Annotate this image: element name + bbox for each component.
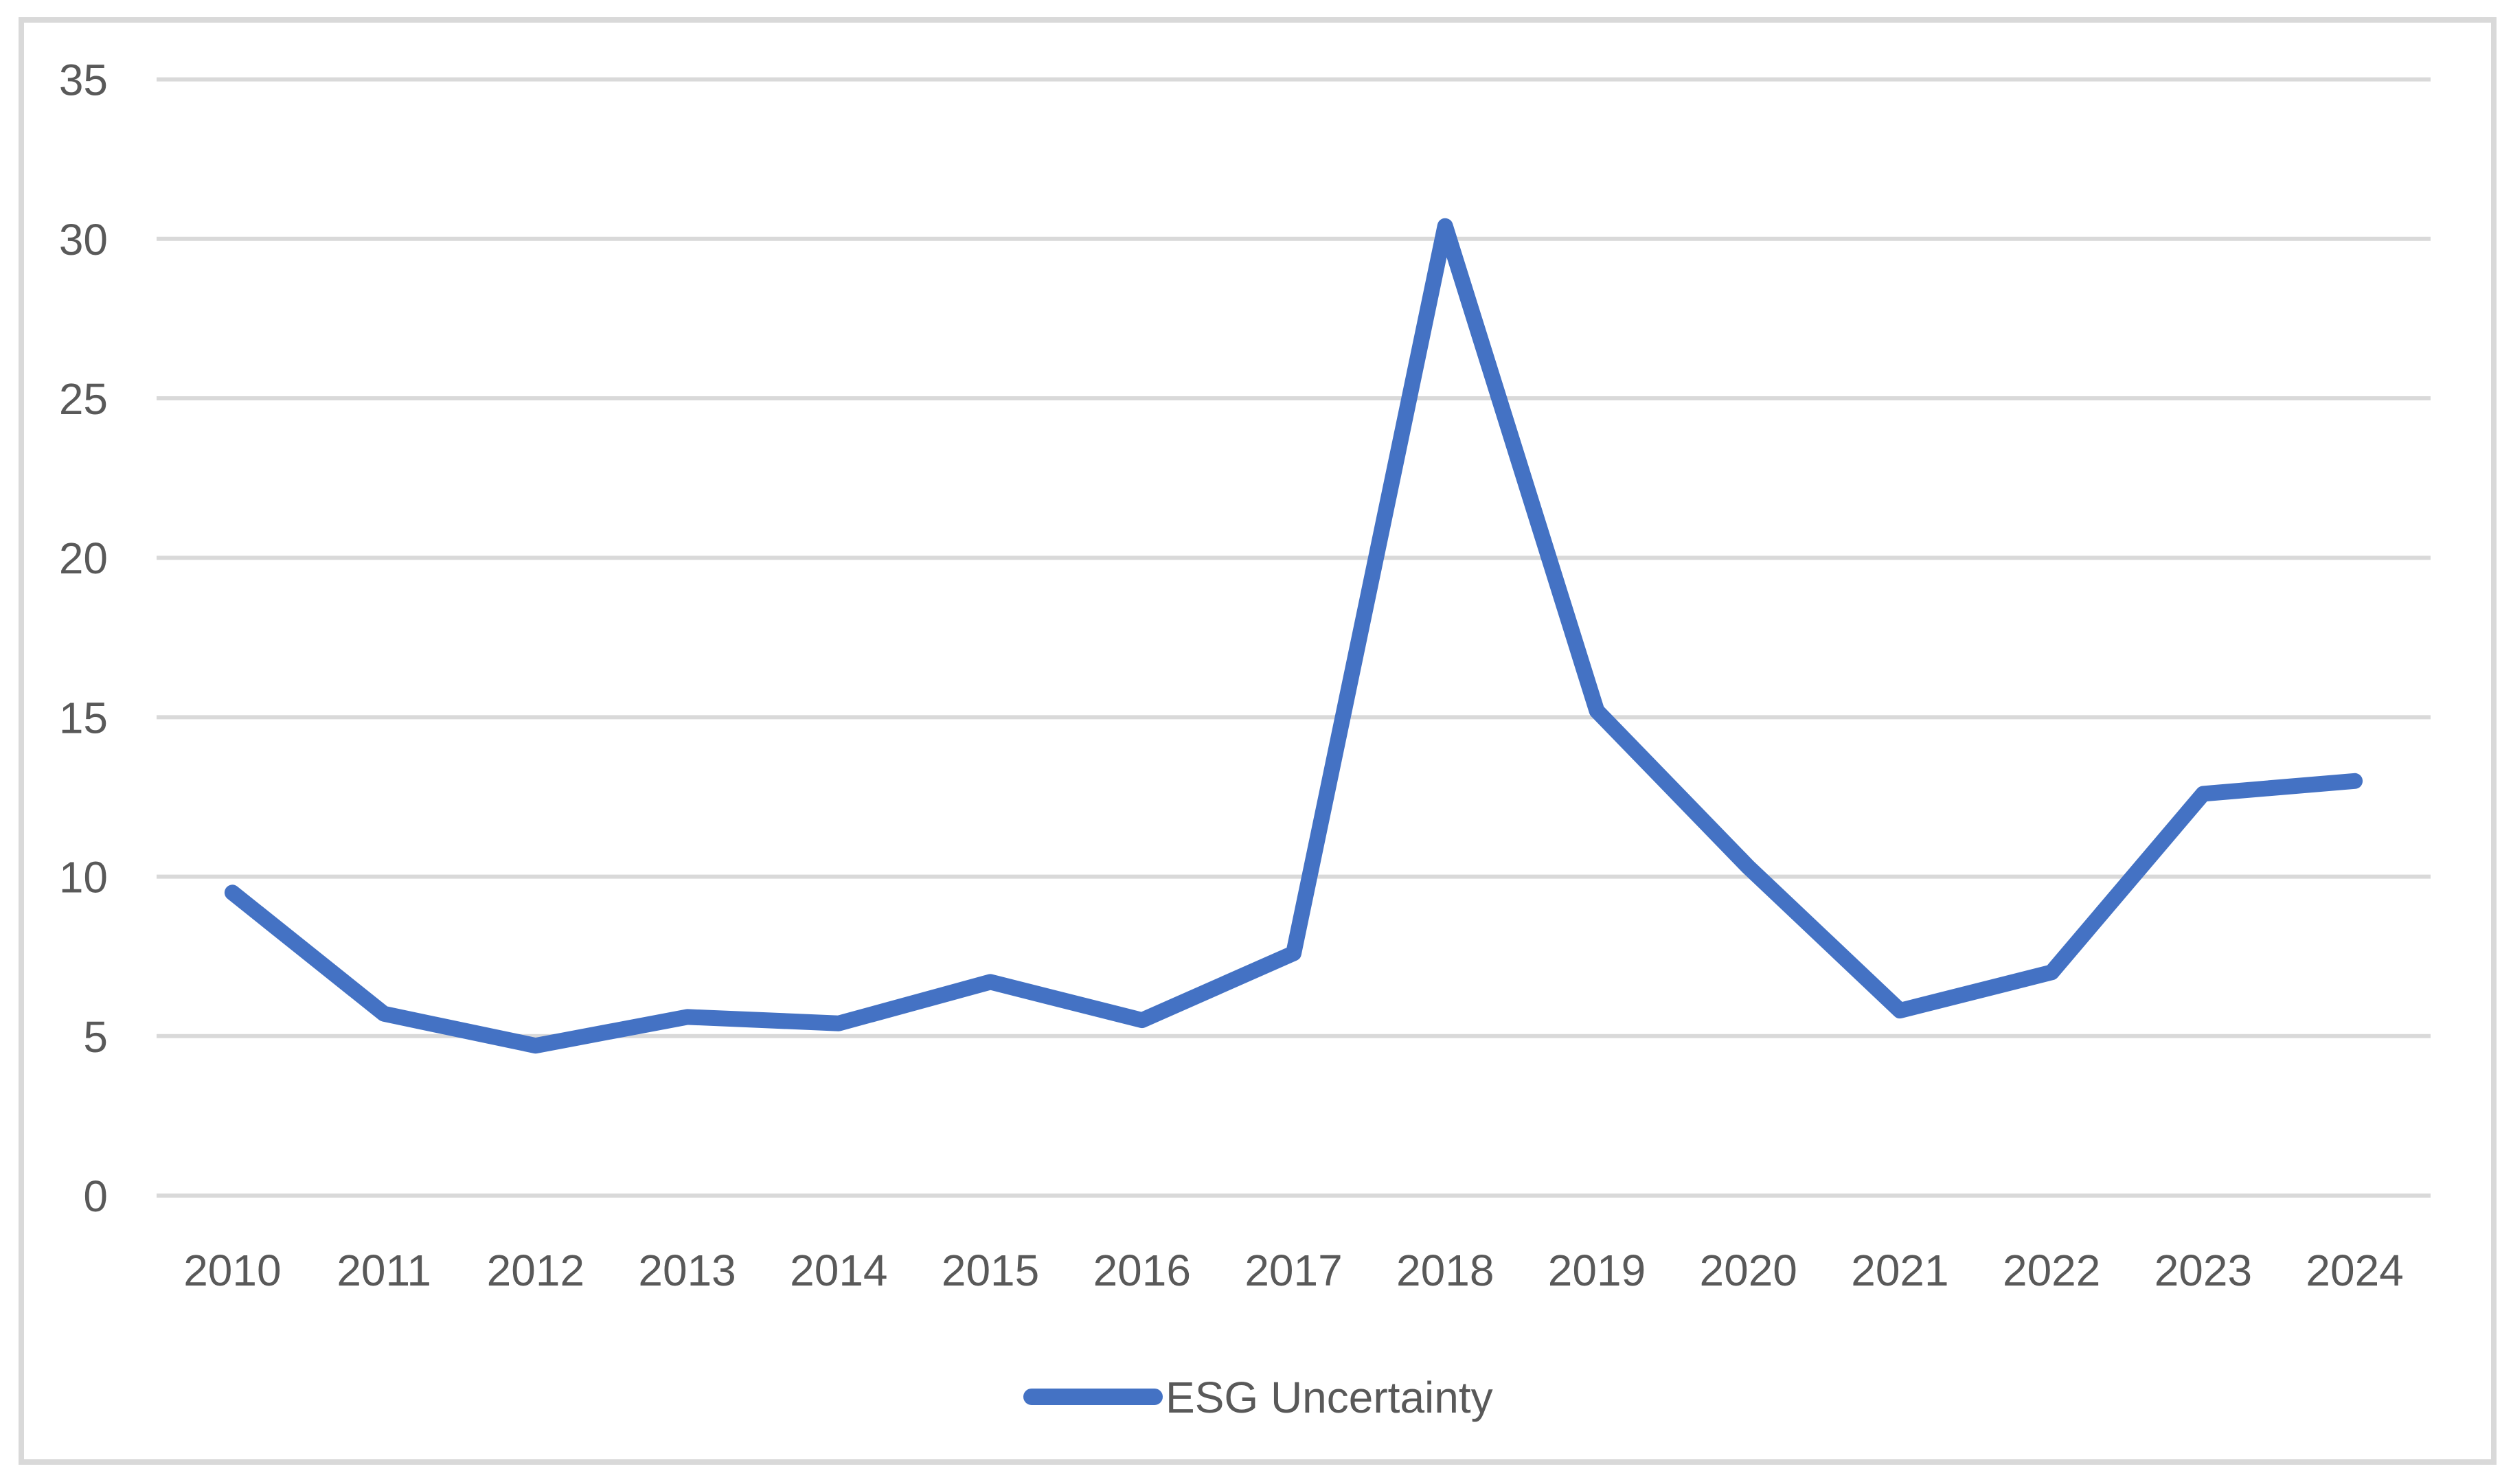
y-tick-label-10: 10 [59, 853, 108, 902]
y-tick-label-0: 0 [83, 1172, 108, 1221]
x-tick-label-2013: 2013 [638, 1246, 736, 1295]
x-tick-label-2018: 2018 [1396, 1246, 1494, 1295]
esg-uncertainty-series-line [224, 218, 2363, 1054]
x-tick-label-2014: 2014 [790, 1246, 887, 1295]
x-tick-label-2019: 2019 [1548, 1246, 1646, 1295]
x-tick-label-2017: 2017 [1244, 1246, 1342, 1295]
x-tick-label-2016: 2016 [1093, 1246, 1191, 1295]
y-tick-label-5: 5 [83, 1012, 108, 1062]
gridlines [157, 77, 2431, 1198]
x-tick-label-2011: 2011 [337, 1246, 431, 1295]
y-tick-label-30: 30 [59, 215, 108, 264]
x-tick-label-2020: 2020 [1700, 1246, 1797, 1295]
legend: ESG Uncertainty [1023, 1373, 1493, 1422]
x-tick-label-2022: 2022 [2003, 1246, 2100, 1295]
x-tick-label-2021: 2021 [1851, 1246, 1948, 1295]
x-tick-label-2024: 2024 [2306, 1246, 2403, 1295]
legend-label: ESG Uncertainty [1165, 1373, 1493, 1422]
x-tick-label-2010: 2010 [183, 1246, 281, 1295]
y-tick-label-20: 20 [59, 534, 108, 583]
y-tick-label-25: 25 [59, 374, 108, 424]
y-tick-label-15: 15 [59, 693, 108, 742]
y-tick-label-35: 35 [59, 56, 108, 105]
x-tick-label-2012: 2012 [487, 1246, 584, 1295]
x-tick-label-2023: 2023 [2154, 1246, 2252, 1295]
y-axis-labels: 0 5 10 15 20 25 30 35 [59, 56, 108, 1221]
x-axis-labels: 2010 2011 2012 2013 2014 2015 2016 2017 2018 2019… [183, 1246, 2404, 1295]
chart-border [19, 17, 2497, 1465]
x-tick-label-2015: 2015 [942, 1246, 1039, 1295]
